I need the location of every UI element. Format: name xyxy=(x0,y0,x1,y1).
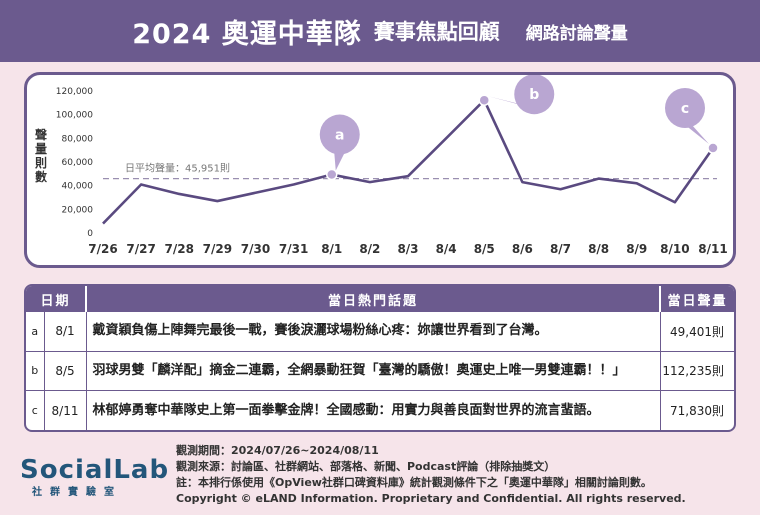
y-axis-label: 量 xyxy=(35,142,47,156)
row-topic: 戴資穎負傷上陣舞完最後一戰，賽後淚灑球場粉絲心疼：妳讓世界看到了台灣。 xyxy=(86,312,661,352)
table-row: b 8/5 羽球男雙「麟洋配」摘金二連霸，全網暴動狂賀「臺灣的驕傲！奧運史上唯一… xyxy=(26,351,734,392)
table-header-row: 日期 當日熱門話題 當日聲量 xyxy=(26,286,734,312)
data-point-marker xyxy=(707,142,719,154)
row-letter: c xyxy=(26,390,45,430)
x-tick-label: 8/1 xyxy=(321,242,342,256)
row-letter: b xyxy=(26,351,45,392)
topics-table: 日期 當日熱門話題 當日聲量 a 8/1 戴資穎負傷上陣舞完最後一戰，賽後淚灑球… xyxy=(26,286,734,430)
data-point-marker xyxy=(478,94,490,106)
column-header-date: 日期 xyxy=(26,286,88,312)
row-date: 8/1 xyxy=(44,312,87,352)
chart-panel: 0 20,000 40,000 60,000 80,000 100,000 120,000 聲… xyxy=(24,72,736,268)
logo-text: SocialLab xyxy=(20,455,170,485)
series-line xyxy=(102,98,715,225)
x-tick-label: 7/26 xyxy=(88,242,117,256)
x-tick-label: 8/10 xyxy=(660,242,689,256)
x-tick-label: 8/9 xyxy=(626,242,647,256)
x-tick-label: 7/28 xyxy=(165,242,194,256)
logo-subtext: 社群實驗室 xyxy=(32,487,122,498)
x-tick-label: 8/7 xyxy=(550,242,571,256)
annotation-bubble xyxy=(665,88,705,129)
row-date: 8/11 xyxy=(44,390,87,430)
annotation-bubble xyxy=(319,114,360,155)
row-letter: a xyxy=(26,312,45,352)
y-tick-label: 100,000 xyxy=(56,111,93,121)
x-tick-label: 7/30 xyxy=(241,242,270,256)
line-chart: 0 20,000 40,000 60,000 80,000 100,000 120,000 聲… xyxy=(34,75,728,256)
topics-table-panel: 日期 當日熱門話題 當日聲量 a 8/1 戴資穎負傷上陣舞完最後一戰，賽後淚灑球… xyxy=(24,284,736,432)
y-tick-label: 40,000 xyxy=(62,182,94,192)
y-axis-label: 數 xyxy=(35,169,47,184)
data-point-marker xyxy=(326,168,338,181)
row-volume: 71,830則 xyxy=(670,404,725,419)
row-volume: 49,401則 xyxy=(660,312,734,352)
observation-period: 觀測期間：2024/07/26~2024/08/11 xyxy=(176,444,379,457)
average-label: 日平均聲量：45,951則 xyxy=(125,162,230,175)
table-row: c 8/11 林郁婷勇奪中華隊史上第一面拳擊金牌！全國感動：用實力與善良面對世界… xyxy=(26,390,734,430)
row-topic: 羽球男雙「麟洋配」摘金二連霸，全網暴動狂賀「臺灣的驕傲！奧運史上唯一男雙連霸！！… xyxy=(86,351,661,392)
y-tick-label: 60,000 xyxy=(62,158,94,168)
x-tick-label: 8/4 xyxy=(436,242,457,256)
observation-source: 觀測來源：討論區、社群網站、部落格、新聞、Podcast評論（排除抽獎文） xyxy=(176,460,556,473)
y-axis-label: 則 xyxy=(34,155,47,170)
header-banner: 2024 奧運中華隊 賽事焦點回顧 網路討論聲量 xyxy=(0,0,760,62)
x-tick-label: 8/11 xyxy=(698,242,727,256)
annotation-label: b xyxy=(529,87,539,103)
page-subtitle: 賽事焦點回顧 xyxy=(373,20,500,44)
annotation-label: a xyxy=(335,128,344,144)
page-title: 2024 奧運中華隊 xyxy=(132,18,362,50)
sociallab-logo: SocialLab 社群實驗室 xyxy=(20,455,170,505)
table-row: a 8/1 戴資穎負傷上陣舞完最後一戰，賽後淚灑球場粉絲心疼：妳讓世界看到了台灣… xyxy=(26,312,734,352)
x-tick-label: 7/27 xyxy=(126,242,155,256)
y-tick-label: 120,000 xyxy=(56,87,93,97)
x-tick-label: 7/31 xyxy=(279,242,308,256)
y-tick-label: 0 xyxy=(87,229,93,239)
x-tick-label: 7/29 xyxy=(203,242,232,256)
column-header-topic: 當日熱門話題 xyxy=(86,286,662,312)
annotation-bubble xyxy=(514,75,555,115)
methodology-note: 註：本排行係使用《OpView社群口碑資料庫》統計觀測條件下之「奧運中華隊」相關… xyxy=(176,476,652,489)
footer-notes: 觀測期間：2024/07/26~2024/08/11 觀測來源：討論區、社群網站… xyxy=(176,443,756,507)
row-date: 8/5 xyxy=(44,351,87,392)
annotation-label: c xyxy=(681,101,689,117)
row-volume: 112,235則 xyxy=(660,351,734,392)
copyright: Copyright © eLAND Information. Proprieta… xyxy=(176,492,686,505)
y-tick-label: 80,000 xyxy=(62,134,94,144)
x-tick-label: 8/2 xyxy=(359,242,380,256)
y-axis-label: 聲 xyxy=(35,127,47,142)
page-title-right: 網路討論聲量 xyxy=(525,23,628,44)
row-topic: 林郁婷勇奪中華隊史上第一面拳擊金牌！全國感動：用實力與善良面對世界的流言蜚語。 xyxy=(86,390,661,430)
y-tick-label: 20,000 xyxy=(62,205,94,215)
x-tick-label: 8/6 xyxy=(512,242,533,256)
x-tick-label: 8/5 xyxy=(474,242,495,256)
column-header-volume: 當日聲量 xyxy=(660,286,734,312)
x-tick-label: 8/3 xyxy=(397,242,418,256)
x-tick-label: 8/8 xyxy=(588,242,609,256)
